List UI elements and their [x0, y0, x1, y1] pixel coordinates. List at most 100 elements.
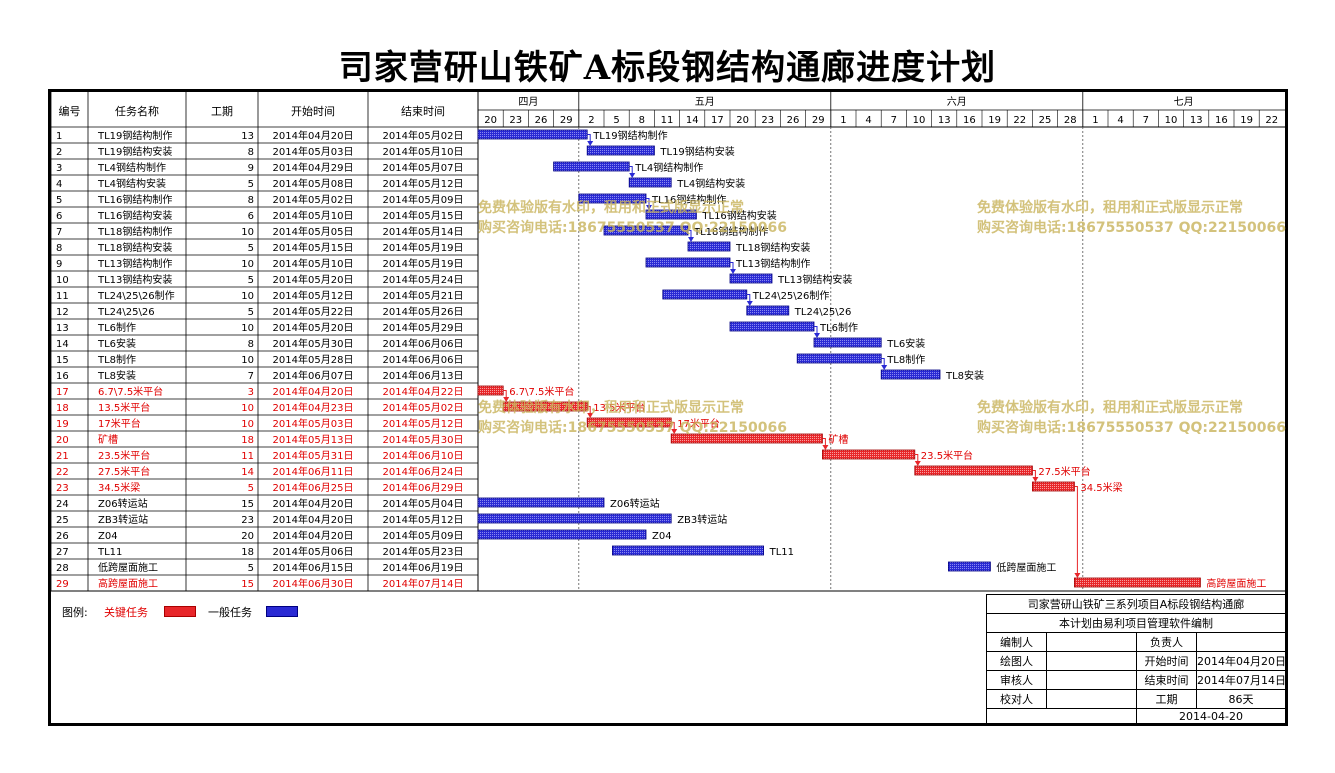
- task-duration: 5: [248, 179, 254, 190]
- task-start: 2014年05月15日: [273, 241, 354, 254]
- bar-label: TL8制作: [886, 353, 925, 366]
- bar-label: Z04: [652, 531, 672, 542]
- info-end-value: 2014年07月14日: [1196, 670, 1285, 689]
- task-name: 6.7\7.5米平台: [98, 385, 163, 398]
- task-name: TL24\25\26制作: [97, 289, 175, 302]
- bar-label: TL4钢结构安装: [676, 177, 745, 190]
- task-end: 2014年06月24日: [383, 465, 464, 478]
- task-start: 2014年05月20日: [273, 273, 354, 286]
- gantt-bar: [813, 337, 882, 348]
- task-end: 2014年05月07日: [383, 161, 464, 174]
- bar-label: 27.5米平台: [1038, 465, 1090, 478]
- dependency-link: [730, 262, 734, 272]
- task-id: 16: [56, 371, 69, 382]
- task-id: 18: [56, 403, 69, 414]
- header-id: 编号: [59, 104, 81, 118]
- task-name: Z04: [98, 531, 118, 542]
- month-label: 四月: [518, 96, 538, 108]
- day-tick-label: 4: [1117, 115, 1123, 126]
- task-start: 2014年06月07日: [273, 369, 354, 382]
- task-start: 2014年05月13日: [273, 433, 354, 446]
- task-duration: 10: [241, 227, 254, 238]
- info-owner-label: 负责人: [1136, 632, 1196, 651]
- task-name: TL18钢结构安装: [97, 241, 172, 254]
- day-tick-label: 19: [1240, 115, 1253, 126]
- task-end: 2014年05月26日: [383, 305, 464, 318]
- gantt-bar: [477, 129, 588, 140]
- task-end: 2014年05月30日: [383, 433, 464, 446]
- dependency-arrow: [730, 269, 736, 274]
- day-tick-label: 17: [711, 115, 724, 126]
- gantt-bar: [729, 273, 773, 284]
- dependency-link: [646, 198, 650, 208]
- task-name: TL6安装: [97, 337, 136, 350]
- gantt-bar: [822, 449, 916, 460]
- dependency-arrow: [1032, 477, 1039, 482]
- dependency-link: [814, 326, 818, 336]
- month-label: 七月: [1174, 96, 1194, 108]
- gantt-bar: [553, 161, 630, 172]
- task-end: 2014年06月06日: [383, 353, 464, 366]
- legend-label: 图例:: [62, 606, 88, 619]
- dependency-link: [1074, 486, 1078, 576]
- task-name: 27.5米平台: [98, 465, 150, 478]
- day-tick-label: 5: [613, 115, 619, 126]
- gantt-bar: [477, 497, 605, 508]
- info-drawer-value: [1046, 651, 1136, 670]
- day-tick-label: 28: [1064, 115, 1077, 126]
- task-end: 2014年06月06日: [383, 337, 464, 350]
- day-tick-label: 16: [1215, 115, 1228, 126]
- day-tick-label: 10: [913, 115, 926, 126]
- task-id: 3: [56, 163, 62, 174]
- dependency-link: [914, 454, 919, 464]
- gantt-bar: [729, 321, 815, 332]
- dependency-link: [671, 422, 675, 432]
- task-name: Z06转运站: [98, 497, 148, 510]
- day-tick-label: 26: [787, 115, 800, 126]
- dependency-arrow: [587, 141, 594, 146]
- task-end: 2014年05月09日: [383, 193, 464, 206]
- task-duration: 8: [248, 147, 254, 158]
- task-duration: 8: [248, 195, 254, 206]
- info-duration-value: 86天: [1196, 689, 1285, 708]
- task-end: 2014年05月02日: [383, 401, 464, 414]
- task-start: 2014年05月28日: [273, 353, 354, 366]
- task-start: 2014年05月02日: [273, 193, 354, 206]
- task-duration: 5: [248, 483, 254, 494]
- bar-label: 23.5米平台: [921, 449, 973, 462]
- task-id: 23: [56, 483, 69, 494]
- task-duration: 5: [248, 243, 254, 254]
- task-id: 28: [56, 563, 69, 574]
- day-tick-label: 1: [840, 115, 846, 126]
- task-name: 34.5米梁: [98, 481, 140, 494]
- task-name: TL16钢结构制作: [97, 193, 172, 206]
- page-title: 司家营研山铁矿A标段钢结构通廊进度计划: [338, 48, 997, 88]
- task-start: 2014年04月23日: [273, 401, 354, 414]
- task-duration: 5: [248, 307, 254, 318]
- info-start-value: 2014年04月20日: [1196, 651, 1285, 670]
- task-end: 2014年05月14日: [383, 225, 464, 238]
- day-tick-label: 29: [812, 115, 825, 126]
- task-start: 2014年06月11日: [273, 465, 354, 478]
- month-label: 六月: [947, 96, 967, 108]
- task-duration: 9: [248, 163, 254, 174]
- day-tick-label: 11: [661, 115, 674, 126]
- gantt-bar: [1074, 577, 1201, 588]
- bar-label: TL8安装: [945, 369, 984, 382]
- task-id: 8: [56, 243, 62, 254]
- day-tick-label: 23: [509, 115, 522, 126]
- task-end: 2014年05月12日: [383, 513, 464, 526]
- info-owner-value: [1196, 632, 1285, 651]
- task-id: 26: [56, 531, 69, 542]
- day-tick-label: 20: [736, 115, 749, 126]
- bar-label: 高跨屋面施工: [1206, 577, 1266, 590]
- task-start: 2014年04月20日: [273, 513, 354, 526]
- gantt-bar: [914, 465, 1033, 476]
- gantt-bar: [645, 257, 731, 268]
- task-name: TL13钢结构安装: [97, 273, 172, 286]
- day-tick-label: 16: [963, 115, 976, 126]
- bar-label: TL19钢结构制作: [592, 129, 667, 142]
- bar-label: TL24\25\26制作: [752, 289, 830, 302]
- task-start: 2014年06月15日: [273, 561, 354, 574]
